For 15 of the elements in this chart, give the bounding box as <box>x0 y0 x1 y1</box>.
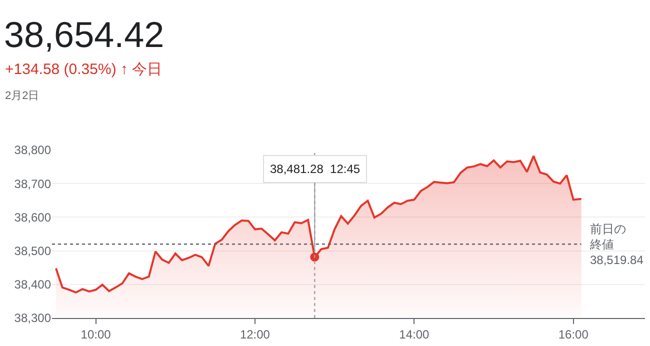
y-tick-label: 38,800 <box>14 143 52 158</box>
chart-title: 38,654.42 <box>4 14 164 55</box>
text: 2月2日 <box>5 90 40 102</box>
x-tick-label: 10:00 <box>80 327 112 342</box>
y-tick-label: 38,500 <box>14 244 52 258</box>
y-tick-label: 38,600 <box>14 210 52 224</box>
ref-line-label: 前日の終値38,519.84 <box>589 222 644 268</box>
x-tick-label: 14:00 <box>399 327 430 342</box>
chart-subtitle: +134.58 (0.35%) ↑ 今日 <box>5 61 162 78</box>
x-tick-label: 12:00 <box>240 327 270 342</box>
annotation: 38,481.28 12:45 <box>270 162 360 176</box>
y-tick-label: 38,400 <box>14 278 52 292</box>
y-tick-label: 38,300 <box>14 311 52 326</box>
x-tick-label: 16:00 <box>558 327 589 342</box>
y-tick-label: 38,700 <box>14 176 52 191</box>
